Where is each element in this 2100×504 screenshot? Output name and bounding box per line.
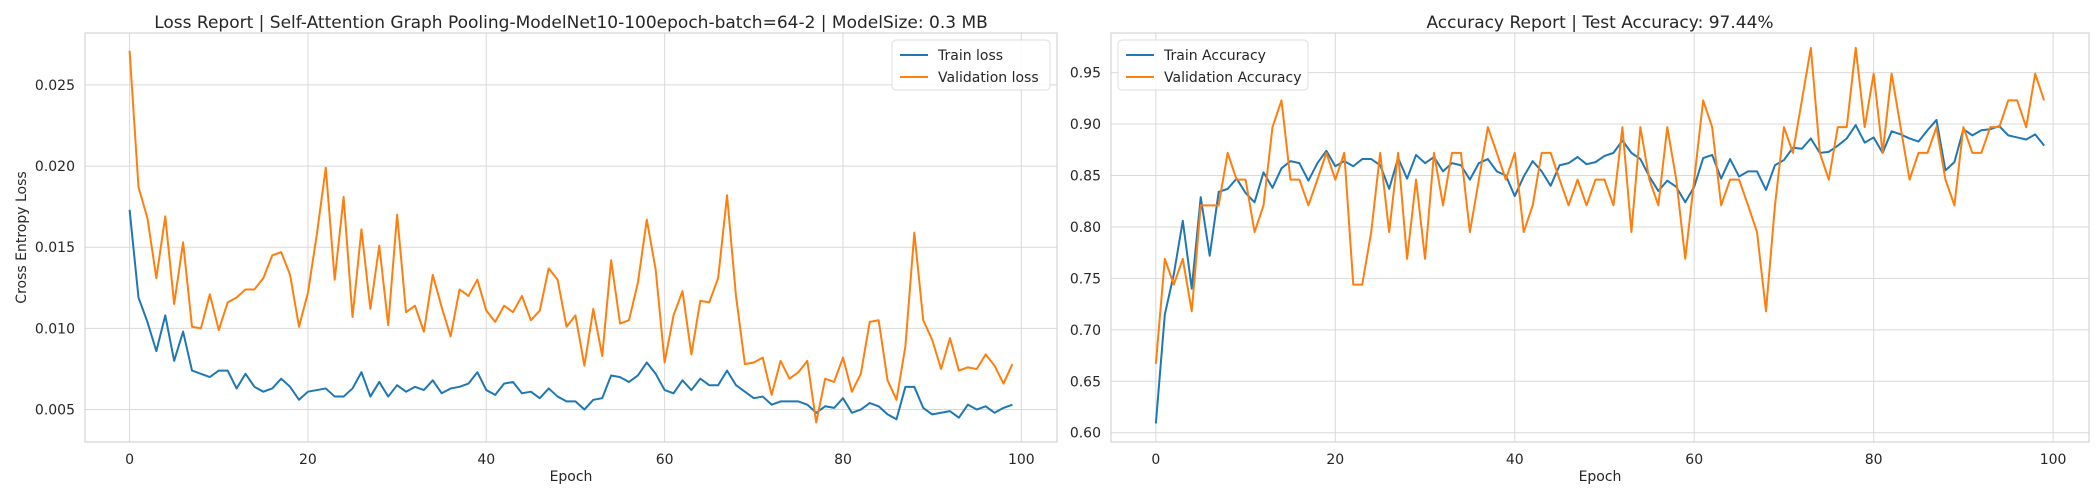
- accuracy-legend-label: Validation Accuracy: [1164, 70, 1302, 86]
- loss-chart-title: Loss Report | Self-Attention Graph Pooli…: [154, 13, 988, 33]
- accuracy-y-tick-label: 0.80: [1070, 220, 1101, 236]
- loss-y-tick-label: 0.020: [35, 159, 75, 175]
- accuracy-y-tick-label: 0.60: [1070, 426, 1101, 442]
- accuracy-chart-panel: 0.60 0.65 0.70 0.75 0.80 0.85 0.90 0.95 0 20 40 60 8…: [1070, 13, 2090, 485]
- accuracy-x-axis-label: Epoch: [1579, 469, 1622, 485]
- accuracy-y-tick-label: 0.85: [1070, 169, 1101, 185]
- loss-series-train-loss: [128, 209, 1013, 421]
- accuracy-x-tick-label: 40: [1506, 452, 1524, 468]
- loss-x-tick-label: 60: [656, 452, 674, 468]
- loss-legend-label: Validation loss: [938, 70, 1039, 86]
- accuracy-y-tick-label: 0.65: [1070, 374, 1101, 390]
- loss-plot-frame: [84, 32, 1058, 443]
- accuracy-y-tick-label: 0.90: [1070, 117, 1101, 133]
- accuracy-y-tick-label: 0.75: [1070, 271, 1101, 287]
- loss-x-tick-label: 80: [834, 452, 852, 468]
- accuracy-x-tick-label: 80: [1865, 452, 1883, 468]
- loss-y-tick-label: 0.025: [35, 78, 75, 94]
- loss-y-tick-label: 0.015: [35, 240, 75, 256]
- accuracy-legend-label: Train Accuracy: [1163, 48, 1266, 64]
- accuracy-plot-frame: [1110, 32, 2090, 443]
- loss-x-tick-label: 20: [299, 452, 317, 468]
- loss-legend-label: Train loss: [937, 48, 1003, 64]
- loss-legend: [891, 39, 1051, 91]
- loss-x-tick-label: 40: [477, 452, 495, 468]
- accuracy-x-tick-label: 100: [2040, 452, 2067, 468]
- accuracy-series-validation-accuracy: [1154, 46, 2046, 364]
- accuracy-series-train-accuracy: [1154, 118, 2045, 424]
- accuracy-y-tick-label: 0.95: [1070, 66, 1101, 82]
- loss-x-tick-label: 100: [1008, 452, 1035, 468]
- loss-x-tick-label: 0: [125, 452, 134, 468]
- accuracy-x-tick-label: 60: [1685, 452, 1703, 468]
- loss-y-tick-label: 0.010: [35, 321, 75, 337]
- loss-chart-panel: 0.005 0.010 0.015 0.020 0.025 0 20 40 60 80 100 Los…: [14, 13, 1058, 485]
- loss-y-axis-label: Cross Entropy Loss: [14, 171, 30, 303]
- loss-series-validation-loss: [128, 50, 1014, 424]
- loss-x-axis-label: Epoch: [550, 469, 593, 485]
- accuracy-legend: [1117, 39, 1309, 91]
- loss-y-tick-label: 0.005: [35, 403, 75, 419]
- accuracy-plot-area: [1111, 33, 2089, 442]
- accuracy-y-tick-label: 0.70: [1070, 323, 1101, 339]
- accuracy-x-tick-label: 20: [1326, 452, 1344, 468]
- accuracy-x-tick-label: 0: [1151, 452, 1160, 468]
- accuracy-chart-title: Accuracy Report | Test Accuracy: 97.44%: [1426, 13, 1773, 33]
- loss-plot-area: [85, 33, 1057, 442]
